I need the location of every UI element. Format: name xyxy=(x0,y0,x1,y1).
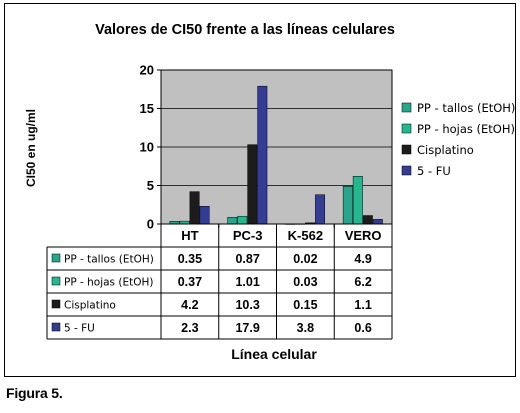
y-tick-label: 5 xyxy=(147,178,154,193)
table-cell: 0.6 xyxy=(354,321,371,335)
table-row-swatch xyxy=(51,276,61,286)
legend-label: 5 - FU xyxy=(417,164,451,178)
x-axis-label: Línea celular xyxy=(231,346,317,362)
data-table: HT PC-3 K-562 VERO PP - tallos (EtOH) 0.35 0.8… xyxy=(46,223,393,340)
table-cell: 6.2 xyxy=(354,275,371,289)
table-cell: 0.15 xyxy=(293,298,317,312)
bar-vero-2 xyxy=(362,215,373,225)
table-cell: 0.35 xyxy=(178,252,202,266)
y-axis: 0 5 10 15 20 xyxy=(140,63,161,232)
legend-swatch xyxy=(401,102,412,113)
table-cell: 2.3 xyxy=(181,321,198,335)
chart-svg: Valores de CI50 frente a las líneas celu… xyxy=(24,22,515,362)
table-row-label: 5 - FU xyxy=(64,323,95,335)
table-cell: 3.8 xyxy=(297,321,314,335)
legend-label: PP - tallos (EtOH) xyxy=(417,101,515,115)
table-cell: 4.2 xyxy=(181,298,198,312)
bar-pc-3-2 xyxy=(247,144,258,225)
legend-label: PP - hojas (EtOH) xyxy=(417,122,515,136)
plot-area xyxy=(160,69,393,228)
legend-swatch xyxy=(401,123,412,134)
figure-frame: Valores de CI50 frente a las líneas celu… xyxy=(4,3,516,377)
bar-vero-3 xyxy=(372,219,383,225)
y-tick-label: 10 xyxy=(140,140,154,155)
table-row-swatch xyxy=(51,322,61,332)
table-row-label: PP - tallos (EtOH) xyxy=(64,254,154,266)
y-axis-label: CI50 en ug/ml xyxy=(24,109,38,187)
table-row-label: PP - hojas (EtOH) xyxy=(64,277,153,289)
bar-ht-3 xyxy=(199,206,210,225)
table-row-swatch xyxy=(51,299,61,309)
legend-swatch xyxy=(401,165,412,176)
legend-label: Cisplatino xyxy=(417,143,474,157)
x-tick-label: K-562 xyxy=(288,228,323,243)
y-tick-label: 15 xyxy=(140,101,154,116)
table-cell: 0.37 xyxy=(178,275,202,289)
table-cell: 0.87 xyxy=(235,252,259,266)
table-cell: 0.02 xyxy=(293,252,317,266)
table-cell: 1.1 xyxy=(354,298,371,312)
bar-pc-3-0 xyxy=(227,217,238,225)
y-tick-label: 20 xyxy=(140,63,154,78)
chart-title: Valores de CI50 frente a las líneas celu… xyxy=(95,22,395,38)
bar-pc-3-1 xyxy=(237,215,248,225)
bar-pc-3-3 xyxy=(257,85,268,225)
bar-ht-2 xyxy=(189,191,200,225)
x-tick-label: PC-3 xyxy=(233,228,263,243)
table-cell: 10.3 xyxy=(235,298,259,312)
figure-caption: Figura 5. xyxy=(6,385,63,401)
table-cell: 0.03 xyxy=(293,275,317,289)
legend: PP - tallos (EtOH) PP - hojas (EtOH) Cispl… xyxy=(401,101,515,178)
y-tick-label: 0 xyxy=(147,217,154,232)
x-tick-label: VERO xyxy=(345,228,382,243)
table-row-label: Cisplatino xyxy=(64,300,116,312)
table-row-swatch xyxy=(51,253,61,263)
table-cell: 17.9 xyxy=(235,321,259,335)
table-cell: 4.9 xyxy=(354,252,371,266)
bar-vero-1 xyxy=(352,176,363,225)
x-tick-label: HT xyxy=(181,228,198,243)
table-cell: 1.01 xyxy=(235,275,259,289)
bar-vero-0 xyxy=(342,186,353,225)
bar-k-562-3 xyxy=(315,194,326,225)
legend-swatch xyxy=(401,144,412,155)
